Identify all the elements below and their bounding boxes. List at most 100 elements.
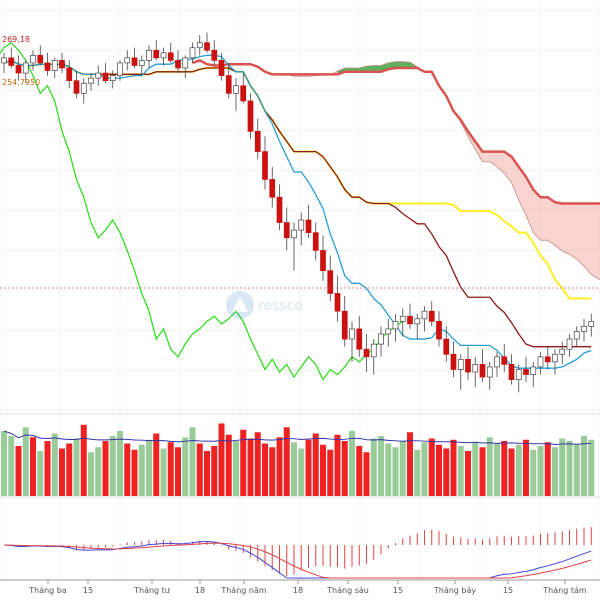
volume-bar bbox=[465, 451, 471, 496]
volume-bar bbox=[486, 437, 493, 496]
candle-body bbox=[22, 62, 29, 74]
volume-bar bbox=[552, 447, 558, 496]
volume-bar bbox=[363, 452, 370, 496]
volume-bar bbox=[305, 439, 312, 496]
volume-bar bbox=[37, 451, 44, 496]
kijun-line bbox=[3, 59, 592, 348]
volume-bar bbox=[22, 427, 29, 496]
x-tick-label: Tháng năm bbox=[220, 586, 267, 595]
candle-body bbox=[233, 85, 239, 94]
candle-body bbox=[559, 348, 566, 355]
chikou-line bbox=[0, 41, 404, 381]
volume-bar bbox=[218, 423, 225, 496]
candle-body bbox=[392, 320, 399, 330]
candle-body bbox=[44, 62, 51, 71]
volume-bar bbox=[175, 447, 181, 496]
candle-body bbox=[175, 60, 181, 69]
candle-body bbox=[153, 49, 160, 59]
candle-body bbox=[436, 320, 442, 340]
candle-body bbox=[450, 353, 457, 370]
candle-body bbox=[1, 57, 7, 64]
signal-line bbox=[3, 542, 592, 579]
volume-bar bbox=[262, 443, 268, 496]
candle-body bbox=[552, 353, 558, 363]
candle-body bbox=[73, 80, 80, 94]
candle-body bbox=[581, 326, 587, 332]
volume-bar bbox=[421, 442, 428, 496]
candle-body bbox=[291, 229, 297, 239]
candle-body bbox=[59, 60, 65, 69]
volume-bar bbox=[117, 431, 123, 496]
candle-body bbox=[109, 75, 116, 82]
volume-bar bbox=[204, 451, 210, 496]
candle-body bbox=[305, 219, 312, 234]
x-tick-label: Tháng sáu bbox=[326, 586, 369, 595]
candle-body bbox=[428, 310, 435, 322]
price-label-kijun: 254,7950 bbox=[2, 78, 40, 87]
volume-bar bbox=[537, 446, 544, 496]
volume-bar bbox=[211, 446, 218, 496]
cloud-segment bbox=[482, 151, 490, 162]
volume-ma-line bbox=[3, 430, 592, 446]
volume-bar bbox=[283, 427, 290, 496]
x-tick-label: Tháng tám bbox=[542, 586, 587, 595]
candle-body bbox=[269, 179, 276, 198]
volume-panel bbox=[1, 423, 595, 496]
candle-body bbox=[225, 75, 232, 94]
cloud-segment bbox=[475, 141, 483, 162]
candle-body bbox=[37, 54, 44, 64]
candle-body bbox=[341, 310, 348, 340]
volume-bar bbox=[73, 438, 80, 496]
volume-bar bbox=[1, 431, 7, 496]
candle-body bbox=[247, 100, 254, 132]
volume-bar bbox=[457, 446, 464, 496]
candle-body bbox=[537, 356, 544, 368]
volume-bar bbox=[349, 431, 355, 496]
volume-bar bbox=[523, 439, 529, 496]
candle-body bbox=[385, 328, 392, 335]
volume-bar bbox=[573, 444, 580, 496]
candle-body bbox=[327, 270, 334, 294]
volume-bar bbox=[247, 438, 254, 496]
volume-bar bbox=[124, 443, 131, 496]
volume-bar bbox=[312, 433, 319, 496]
candle-body bbox=[95, 72, 102, 79]
volume-bar bbox=[530, 449, 537, 496]
volume-bar bbox=[88, 452, 94, 496]
candle-body bbox=[30, 54, 36, 64]
cloud-segment bbox=[533, 189, 541, 241]
candle-body bbox=[399, 315, 406, 322]
candle-body bbox=[501, 356, 508, 365]
volume-bar bbox=[298, 448, 305, 496]
volume-bar bbox=[479, 447, 486, 496]
cloud-segment bbox=[569, 203, 577, 260]
candle-body bbox=[160, 52, 167, 59]
x-tick-label: 15 bbox=[83, 586, 93, 595]
candle-body bbox=[573, 331, 580, 340]
candle-body bbox=[204, 42, 210, 51]
price-labels: 269,18 254,7950 bbox=[2, 35, 40, 87]
candle-body bbox=[349, 328, 355, 340]
x-tick-label: 15 bbox=[503, 586, 513, 595]
cloud-segment bbox=[395, 61, 403, 68]
volume-bar bbox=[189, 427, 196, 496]
x-tick-label: 18 bbox=[293, 586, 303, 595]
candle-body bbox=[88, 77, 94, 84]
volume-bar bbox=[225, 434, 232, 496]
candle-body bbox=[320, 250, 326, 272]
volume-bar bbox=[80, 424, 87, 496]
volume-bar bbox=[428, 438, 435, 496]
volume-bar bbox=[544, 442, 551, 496]
candle-body bbox=[131, 57, 138, 66]
candle-body bbox=[283, 222, 290, 239]
candle-body bbox=[262, 151, 268, 180]
volume-bar bbox=[472, 442, 479, 496]
volume-bar bbox=[95, 447, 102, 496]
volume-bar bbox=[407, 432, 413, 496]
price-label-high: 269,18 bbox=[2, 35, 30, 44]
volume-bar bbox=[515, 444, 522, 496]
senkou-span-b-red bbox=[192, 59, 600, 205]
volume-bar bbox=[327, 449, 334, 496]
svg-text:ressco: ressco bbox=[258, 298, 303, 314]
x-tick-label: 15 bbox=[393, 586, 403, 595]
